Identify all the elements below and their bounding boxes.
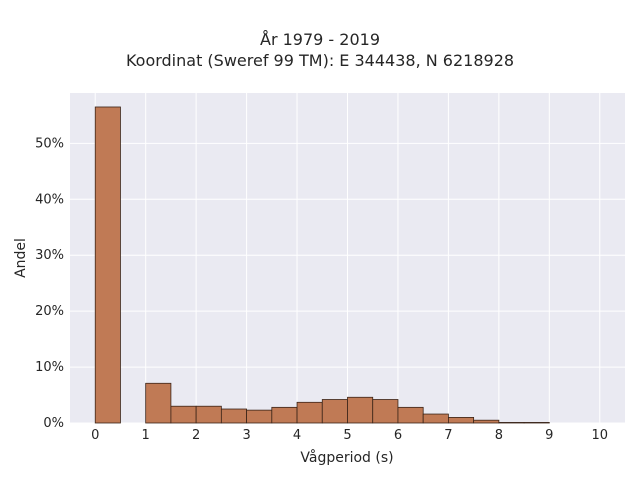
histogram-bar — [296, 401, 323, 424]
x-tick-label: 0 — [91, 428, 99, 443]
x-tick-label: 4 — [293, 428, 301, 443]
y-tick-label: 50% — [35, 136, 64, 151]
x-tick-label: 1 — [142, 428, 150, 443]
histogram-bar — [145, 382, 172, 424]
histogram-bar — [271, 406, 298, 424]
histogram-bar — [195, 405, 222, 424]
y-tick-label: 30% — [35, 248, 64, 263]
x-tick-label: 5 — [343, 428, 351, 443]
histogram-bar — [448, 417, 475, 424]
y-tick-label: 10% — [35, 360, 64, 375]
x-tick-label: 9 — [545, 428, 553, 443]
chart-title-line-2: Koordinat (Sweref 99 TM): E 344438, N 62… — [125, 51, 515, 70]
x-tick-label: 8 — [495, 428, 503, 443]
y-tick-label: 20% — [35, 304, 64, 319]
histogram-bar — [220, 408, 247, 424]
histogram-bar — [321, 399, 348, 424]
x-tick-label: 2 — [192, 428, 200, 443]
x-tick-label: 7 — [444, 428, 452, 443]
y-tick-label: 40% — [35, 192, 64, 207]
histogram-bar — [422, 413, 449, 424]
chart-title-line-1: År 1979 - 2019 — [260, 30, 380, 49]
y-axis-ticks: 0% 10% 20% 30% 40% 50% — [35, 136, 64, 431]
x-axis-label: Vågperiod (s) — [300, 449, 393, 466]
histogram-bar — [94, 106, 121, 424]
x-axis-ticks: 0 1 2 3 4 5 6 7 8 9 10 — [91, 428, 608, 443]
x-tick-label: 10 — [591, 428, 608, 443]
histogram-bar — [372, 399, 399, 424]
histogram-bars — [94, 106, 550, 424]
y-axis-label: Andel — [13, 238, 29, 278]
x-tick-label: 6 — [394, 428, 402, 443]
histogram-bar — [246, 409, 273, 424]
y-tick-label: 0% — [43, 416, 64, 431]
histogram-bar — [347, 396, 374, 424]
histogram-bar — [170, 405, 197, 424]
histogram-bar — [397, 406, 424, 424]
histogram-bar — [498, 422, 525, 424]
x-tick-label: 3 — [242, 428, 250, 443]
histogram-bar — [473, 419, 500, 424]
histogram-bar — [523, 422, 550, 424]
